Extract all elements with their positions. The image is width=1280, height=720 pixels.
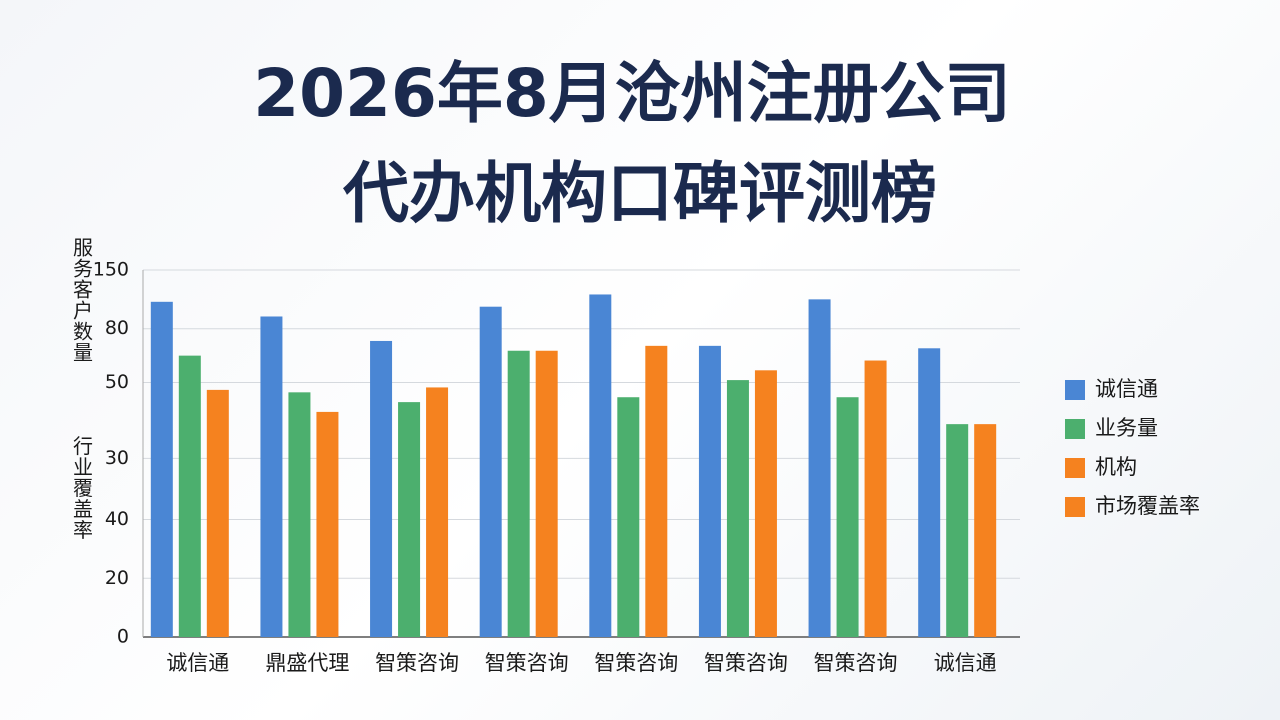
y-axis-label: 服务客户数量 xyxy=(70,237,94,363)
legend-label: 业务量 xyxy=(1095,416,1158,440)
bar xyxy=(479,306,502,637)
bar xyxy=(698,345,721,637)
x-tick-label: 智策咨询 xyxy=(814,651,898,675)
bar xyxy=(316,411,339,637)
bar xyxy=(645,345,668,637)
bar xyxy=(808,299,831,637)
x-tick-label: 智策咨询 xyxy=(485,651,569,675)
x-tick-label: 诚信通 xyxy=(934,651,997,675)
y-tick-label: 20 xyxy=(105,567,129,589)
legend-label: 机构 xyxy=(1095,455,1137,479)
bar xyxy=(836,397,859,637)
y-tick-label: 30 xyxy=(105,447,129,469)
x-tick-label: 智策咨询 xyxy=(704,651,788,675)
legend-swatch xyxy=(1065,419,1085,439)
legend-label: 诚信通 xyxy=(1095,377,1158,401)
x-tick-label: 诚信通 xyxy=(166,651,229,675)
bar xyxy=(726,380,749,637)
bar xyxy=(370,340,393,637)
bar xyxy=(178,355,201,637)
bar xyxy=(864,360,887,637)
bar xyxy=(288,392,311,637)
y-tick-label: 80 xyxy=(105,317,129,339)
bar xyxy=(206,389,229,637)
legend-swatch xyxy=(1065,380,1085,400)
y-tick-label: 0 xyxy=(117,626,129,648)
bar xyxy=(617,397,640,637)
y-axis-label: 行业覆盖率 xyxy=(70,435,94,540)
bar xyxy=(507,350,530,637)
bar xyxy=(754,370,777,637)
x-tick-label: 鼎盛代理 xyxy=(265,651,349,675)
x-tick-label: 智策咨询 xyxy=(594,651,678,675)
bar xyxy=(946,424,969,637)
y-tick-label: 150 xyxy=(93,259,129,281)
bar xyxy=(398,402,421,637)
chart-title: 代办机构口碑评测榜 xyxy=(342,155,937,232)
y-tick-label: 40 xyxy=(105,508,129,530)
bar xyxy=(150,301,173,637)
bar xyxy=(426,387,449,637)
legend-swatch xyxy=(1065,458,1085,478)
y-tick-label: 50 xyxy=(105,371,129,393)
bar xyxy=(535,350,558,637)
chart-title: 2026年8月沧州注册公司 xyxy=(253,55,1011,132)
bar xyxy=(589,294,612,637)
x-tick-label: 智策咨询 xyxy=(375,651,459,675)
bar xyxy=(974,424,997,637)
bar xyxy=(918,348,941,637)
bar xyxy=(260,316,283,637)
legend-label: 市场覆盖率 xyxy=(1095,494,1200,518)
legend-swatch xyxy=(1065,497,1085,517)
